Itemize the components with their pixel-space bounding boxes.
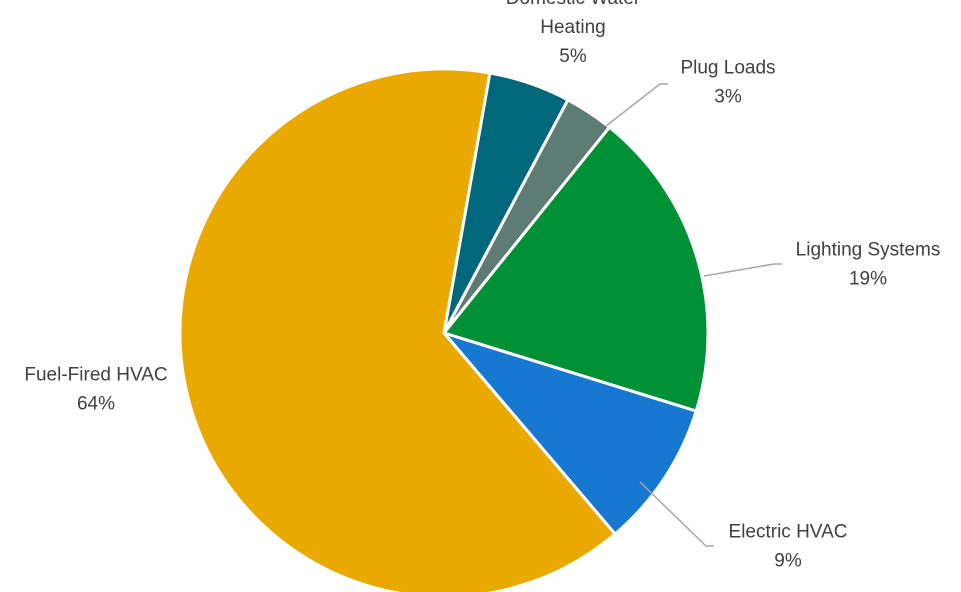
slice-value-label-plug-loads: 3% xyxy=(714,87,742,108)
slice-value-label-domestic-water-heating: 5% xyxy=(559,46,587,67)
slice-name-label-plug-loads: Plug Loads xyxy=(680,58,775,79)
slice-name-label-domestic-water-heating: Heating xyxy=(540,17,606,38)
pie-slice-lighting-systems xyxy=(441,125,710,413)
pie-slices xyxy=(178,67,710,592)
slice-labels: Domestic Water Heating 5% Plug Loads 3% Light… xyxy=(24,0,940,572)
leader-line-electric-hvac xyxy=(639,481,714,547)
pie-slice-electric-hvac xyxy=(439,330,699,537)
leader-line-plug-loads xyxy=(605,83,668,127)
slice-value-label-fuel-fired-hvac: 64% xyxy=(77,394,115,415)
leader-line-lighting-systems xyxy=(703,263,782,277)
slice-value-label-lighting-systems: 19% xyxy=(849,269,887,290)
slice-value-label-electric-hvac: 9% xyxy=(774,551,802,572)
leader-lines xyxy=(605,83,782,547)
slice-name-label-lighting-systems: Lighting Systems xyxy=(796,240,941,261)
slice-name-label-domestic-water-heating: Domestic Water xyxy=(506,0,641,9)
slice-name-label-fuel-fired-hvac: Fuel-Fired HVAC xyxy=(24,365,167,386)
pie-slice-fuel-fired-hvac xyxy=(178,67,618,592)
slice-name-label-electric-hvac: Electric HVAC xyxy=(729,522,848,543)
